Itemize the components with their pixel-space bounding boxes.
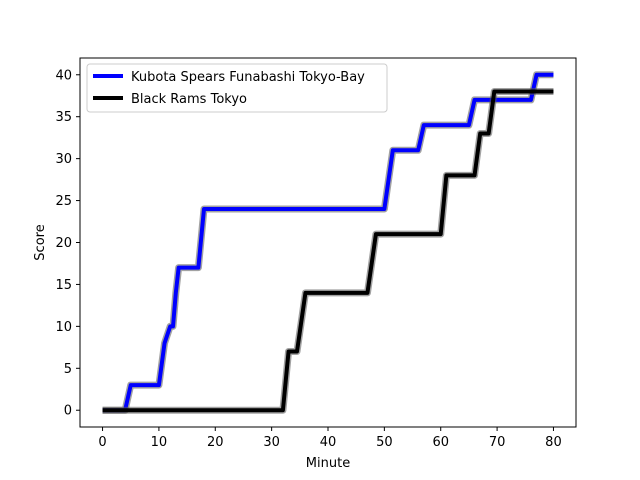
x-tick-label: 10 [151, 435, 168, 450]
y-tick-label: 5 [64, 362, 72, 377]
y-axis-title: Score [33, 224, 48, 260]
y-tick-label: 25 [55, 194, 72, 209]
y-tick-label: 0 [64, 404, 72, 419]
x-tick-label: 0 [98, 435, 106, 450]
y-tick-label: 35 [55, 110, 72, 125]
y-tick-label: 40 [55, 68, 72, 83]
x-tick-label: 70 [489, 435, 506, 450]
x-tick-label: 60 [432, 435, 449, 450]
x-tick-label: 80 [545, 435, 562, 450]
y-tick-label: 15 [55, 278, 72, 293]
y-tick-label: 20 [55, 236, 72, 251]
legend: Kubota Spears Funabashi Tokyo-Bay Black … [87, 64, 387, 112]
x-tick-label: 50 [376, 435, 393, 450]
y-tick-label: 30 [55, 152, 72, 167]
x-tick-label: 30 [263, 435, 280, 450]
y-tick-label: 10 [55, 320, 72, 335]
legend-label-black-rams: Black Rams Tokyo [131, 92, 247, 107]
x-tick-label: 20 [207, 435, 224, 450]
x-tick-label: 40 [320, 435, 337, 450]
legend-label-kubota: Kubota Spears Funabashi Tokyo-Bay [131, 70, 365, 85]
x-axis-title: Minute [306, 456, 350, 471]
